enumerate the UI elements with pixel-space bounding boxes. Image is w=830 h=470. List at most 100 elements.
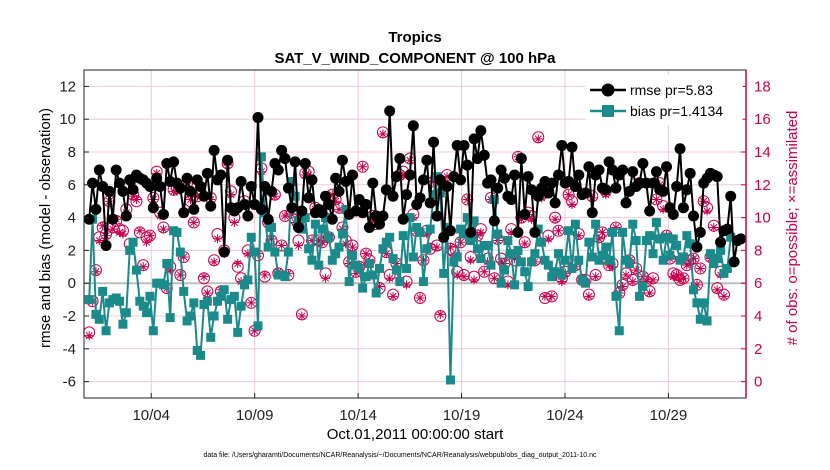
obs-assimilated-star — [432, 242, 442, 252]
bias-point — [466, 236, 476, 246]
obs-assimilated-star — [378, 129, 388, 139]
bias-point — [405, 213, 415, 223]
rmse-point — [266, 185, 278, 197]
bias-point — [189, 298, 199, 308]
rmse-point — [384, 105, 396, 117]
rmse-point — [552, 169, 564, 181]
obs-assimilated-star — [516, 214, 526, 224]
obs-assimilated-star — [304, 170, 314, 180]
bias-point — [358, 283, 368, 293]
obs-assimilated-star — [594, 234, 604, 244]
obs-assimilated-marker — [719, 291, 729, 301]
rmse-point — [347, 169, 359, 181]
obs-assimilated-marker — [621, 270, 631, 280]
y-tick-label: -4 — [63, 341, 76, 358]
bias-point — [685, 239, 695, 249]
bias-point — [499, 265, 509, 275]
rmse-point — [242, 210, 254, 222]
bias-point — [496, 278, 506, 288]
bias-point — [314, 260, 324, 270]
obs-assimilated-star — [611, 222, 621, 232]
y2-tick-label: 0 — [754, 374, 762, 391]
obs-assimilated-marker — [202, 288, 212, 298]
obs-assimilated-star — [415, 293, 425, 303]
bias-point — [665, 250, 675, 260]
bias-point — [705, 249, 715, 259]
obs-assimilated-marker — [702, 206, 712, 216]
bias-point — [584, 237, 594, 247]
bias-point — [307, 255, 317, 265]
rmse-point — [468, 133, 480, 145]
obs-assimilated-star — [158, 224, 168, 234]
obs-assimilated-star — [567, 199, 577, 209]
obs-assimilated-star — [94, 236, 104, 246]
obs-assimilated-star — [398, 170, 408, 180]
bias-point — [682, 231, 692, 241]
bias-point — [385, 232, 395, 242]
obs-assimilated-star — [202, 288, 212, 298]
obs-assimilated-marker — [472, 231, 482, 241]
y2-tick-label: 18 — [754, 78, 771, 95]
obs-assimilated-star — [547, 291, 557, 301]
y2-axis-label: # of obs: o=possible; ×=assimilated — [784, 111, 801, 346]
bias-point — [253, 321, 263, 331]
obs-assimilated-marker — [250, 326, 260, 336]
obs-assimilated-marker — [277, 240, 287, 250]
bias-point — [378, 244, 388, 254]
bias-point — [283, 247, 293, 257]
rmse-point — [296, 205, 308, 217]
obs-assimilated-star — [510, 254, 520, 264]
obs-assimilated-marker — [398, 170, 408, 180]
rmse-point — [103, 185, 115, 197]
y-axis-label: rmse and bias (model - observation) — [37, 108, 54, 348]
obs-assimilated-star — [466, 255, 476, 265]
bias-point — [317, 224, 327, 234]
bias-point — [250, 247, 260, 257]
rmse-point — [195, 180, 207, 192]
rmse-point — [181, 172, 193, 184]
rmse-point — [428, 136, 440, 148]
obs-assimilated-star — [658, 204, 668, 214]
obs-assimilated-marker — [287, 209, 297, 219]
bias-point — [472, 244, 482, 254]
obs-assimilated-marker — [84, 331, 94, 341]
bias-point — [624, 259, 634, 269]
bias-point — [604, 255, 614, 265]
bias-point — [439, 268, 449, 278]
bias-point — [158, 280, 168, 290]
rmse-point — [674, 143, 686, 155]
obs-assimilated-star — [628, 277, 638, 287]
obs-assimilated-marker — [594, 234, 604, 244]
obs-assimilated-marker — [142, 237, 152, 247]
y-tick-label: 12 — [59, 78, 76, 95]
obs-assimilated-marker — [98, 221, 108, 231]
obs-assimilated-marker — [533, 134, 543, 144]
obs-assimilated-star — [341, 239, 351, 249]
legend-bias-marker — [602, 105, 614, 117]
obs-assimilated-star — [229, 218, 239, 228]
bias-point — [408, 252, 418, 262]
bias-point — [101, 326, 111, 336]
obs-assimilated-marker — [115, 227, 125, 237]
bias-point — [98, 286, 108, 296]
obs-assimilated-marker — [405, 155, 415, 165]
bias-point — [486, 260, 496, 270]
obs-possible-marker — [694, 262, 707, 275]
bias-point — [182, 316, 192, 326]
bias-point — [516, 257, 526, 267]
rmse-point — [488, 215, 500, 227]
rmse-point — [725, 190, 737, 202]
bias-point — [523, 281, 533, 291]
bias-point — [601, 242, 611, 252]
obs-assimilated-star — [682, 260, 692, 270]
rmse-point — [363, 221, 375, 233]
chart-title: Tropics — [388, 29, 441, 46]
bias-point — [91, 309, 101, 319]
rmse-point — [144, 180, 156, 192]
rmse-point — [178, 207, 190, 219]
y2-tick-label: 14 — [754, 144, 771, 161]
obs-assimilated-marker — [520, 239, 530, 249]
bias-point — [503, 236, 513, 246]
rmse-point — [461, 159, 473, 171]
rmse-point — [154, 180, 166, 192]
